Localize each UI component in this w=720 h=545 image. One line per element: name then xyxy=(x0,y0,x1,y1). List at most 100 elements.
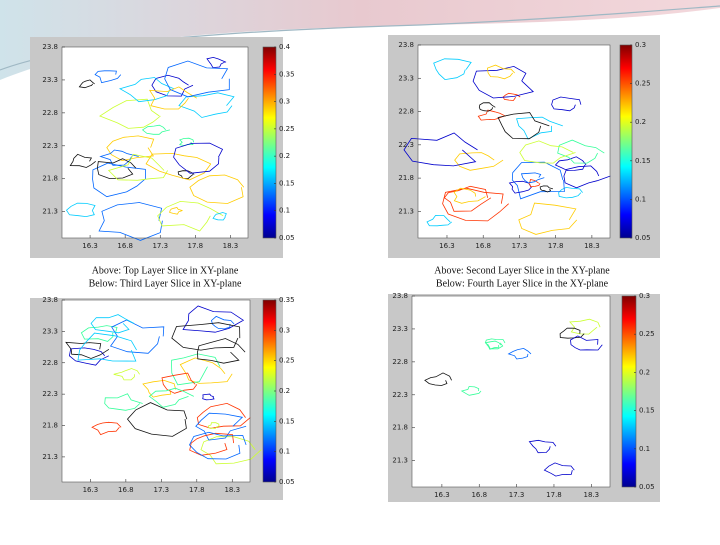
y-tick-label: 22.8 xyxy=(392,358,408,366)
colorbar-tick-label: 0.15 xyxy=(639,407,655,415)
colorbar-tick-label: 0.35 xyxy=(279,296,295,304)
x-tick-label: 18.3 xyxy=(584,242,600,250)
contour-line xyxy=(497,112,550,140)
caption-line: Above: Second Layer Slice in the XY-plan… xyxy=(434,265,610,276)
contour-line xyxy=(142,379,177,398)
contour-line xyxy=(141,124,170,135)
contour-line xyxy=(569,318,601,335)
y-tick-label: 22.8 xyxy=(42,109,58,117)
y-tick-label: 23.8 xyxy=(392,292,408,300)
colorbar-tick-label: 0.2 xyxy=(279,152,290,160)
caption-line: Below: Third Layer Slice in XY-plane xyxy=(89,278,242,289)
colorbar-tick-label: 0.05 xyxy=(279,478,295,486)
contour-line xyxy=(104,393,143,411)
colorbar-tick-label: 0.1 xyxy=(279,448,290,456)
x-tick-label: 16.8 xyxy=(117,242,133,250)
contour-line xyxy=(211,315,235,330)
contour-line xyxy=(106,135,155,162)
y-tick-label: 21.3 xyxy=(42,208,58,216)
x-tick-label: 16.8 xyxy=(471,491,487,499)
colorbar xyxy=(619,44,633,239)
y-tick-label: 22.3 xyxy=(398,141,414,149)
contour-line xyxy=(197,338,246,364)
y-tick-label: 23.3 xyxy=(392,325,408,333)
y-tick-label: 22.8 xyxy=(398,108,414,116)
contour-line xyxy=(543,462,575,477)
y-tick-label: 23.3 xyxy=(398,74,414,82)
contour-line xyxy=(443,185,492,212)
contour-line xyxy=(557,139,605,164)
x-tick-label: 17.3 xyxy=(509,491,525,499)
contour-line xyxy=(442,187,509,222)
colorbar-tick-label: 0.05 xyxy=(635,234,651,242)
header-swoosh xyxy=(0,0,720,80)
contour-line xyxy=(99,149,139,166)
contour-line xyxy=(182,305,245,333)
contour-line xyxy=(403,132,478,167)
y-tick-label: 23.8 xyxy=(398,41,414,49)
contour-line xyxy=(189,431,247,460)
colorbar-tick-label: 0.1 xyxy=(279,207,290,215)
x-tick-label: 17.3 xyxy=(154,486,170,494)
x-tick-label: 18.3 xyxy=(223,242,239,250)
contour-line xyxy=(563,165,611,189)
x-tick-label: 16.3 xyxy=(82,242,98,250)
x-tick-label: 17.8 xyxy=(188,242,204,250)
colorbar-tick-label: 0.4 xyxy=(279,43,291,51)
y-tick-label: 22.8 xyxy=(42,359,58,367)
contour-line xyxy=(145,152,212,181)
plot-frame xyxy=(411,295,611,488)
contour-line xyxy=(478,102,496,112)
x-tick-label: 17.8 xyxy=(548,242,564,250)
colorbar-tick-label: 0.35 xyxy=(279,70,295,78)
contour-line xyxy=(200,436,262,465)
x-tick-label: 18.3 xyxy=(584,491,600,499)
contour-line xyxy=(424,372,452,386)
contour-line xyxy=(426,214,452,227)
contour-line xyxy=(519,140,576,164)
caption-line: Below: Fourth Layer Slice in the XY-plan… xyxy=(436,278,609,289)
contour-line xyxy=(484,338,506,350)
contour-line xyxy=(518,202,578,235)
contour-line xyxy=(151,74,194,97)
plot-frame xyxy=(61,46,249,239)
contour-line xyxy=(206,56,227,69)
contour-line xyxy=(99,98,161,129)
contour-line xyxy=(477,109,506,121)
contour-line xyxy=(472,65,535,99)
contour-line xyxy=(207,422,220,429)
contour-line xyxy=(96,158,137,180)
colorbar xyxy=(262,46,277,239)
contour-line xyxy=(196,402,251,429)
colorbar-tick-label: 0.3 xyxy=(635,41,646,49)
x-tick-label: 16.8 xyxy=(475,242,491,250)
colorbar-tick-label: 0.3 xyxy=(639,292,650,300)
colorbar-tick-label: 0.3 xyxy=(279,326,290,334)
x-tick-label: 16.8 xyxy=(118,486,134,494)
colorbar-tick-label: 0.15 xyxy=(279,179,295,187)
contour-line xyxy=(178,92,235,118)
colorbar-tick-label: 0.1 xyxy=(639,445,650,453)
x-tick-label: 16.3 xyxy=(83,486,99,494)
y-tick-label: 23.3 xyxy=(42,327,58,335)
colorbar-tick-label: 0.25 xyxy=(279,125,295,133)
contour-line xyxy=(179,357,233,384)
colorbar-tick-label: 0.1 xyxy=(635,195,646,203)
x-tick-label: 18.3 xyxy=(224,486,240,494)
colorbar-tick-label: 0.25 xyxy=(279,357,295,365)
contour-line xyxy=(570,335,603,351)
contour-line xyxy=(90,314,135,334)
y-tick-label: 21.3 xyxy=(398,207,414,215)
y-tick-label: 23.3 xyxy=(42,76,58,84)
contour-line xyxy=(65,202,96,218)
y-tick-label: 21.8 xyxy=(42,175,58,183)
contour-line xyxy=(508,180,533,194)
colorbar-tick-label: 0.15 xyxy=(279,417,295,425)
y-tick-label: 21.3 xyxy=(42,453,58,461)
colorbar-tick-label: 0.05 xyxy=(639,483,655,491)
x-tick-label: 17.8 xyxy=(189,486,205,494)
contour-line xyxy=(171,353,221,386)
x-tick-label: 17.3 xyxy=(152,242,168,250)
contour-line xyxy=(91,421,122,436)
